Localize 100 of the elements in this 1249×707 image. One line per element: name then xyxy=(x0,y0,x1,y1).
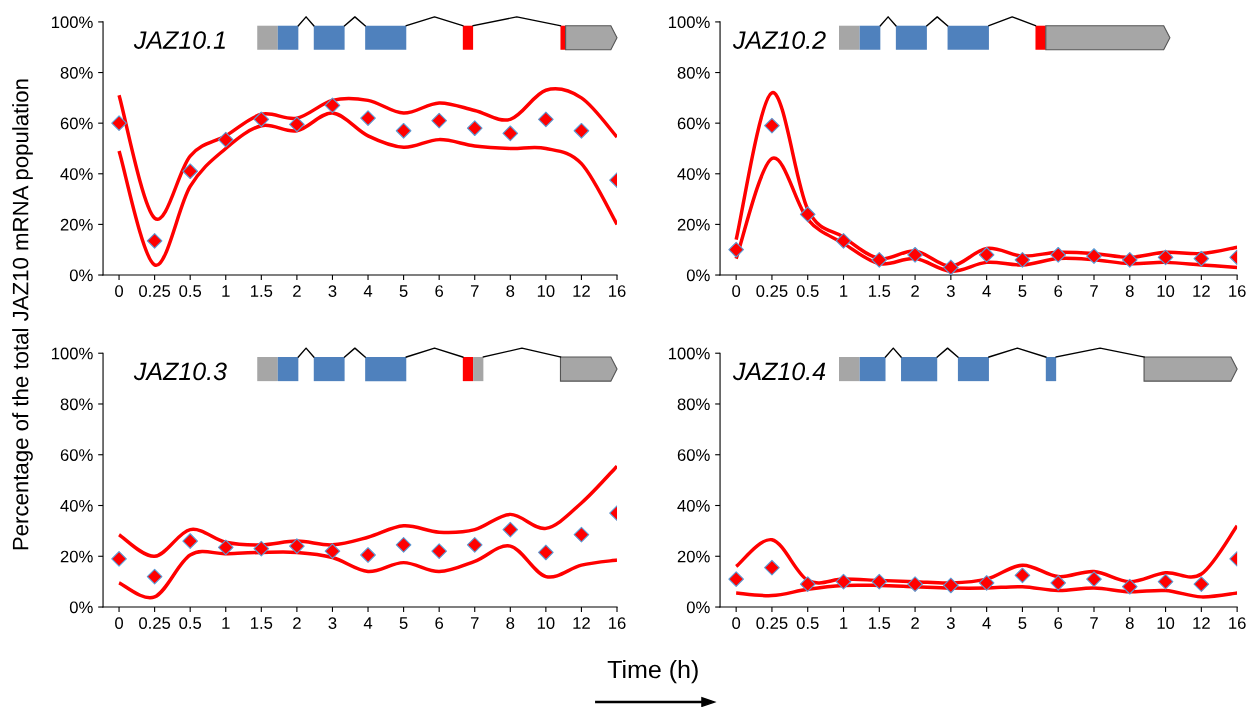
point xyxy=(943,577,959,594)
y-tick-label: 80% xyxy=(677,398,710,411)
point xyxy=(1014,567,1031,584)
x-tick-label: 6 xyxy=(435,617,444,629)
x-tick-label: 4 xyxy=(982,617,991,629)
x-tick-label: 0.5 xyxy=(796,617,819,629)
x-tick-label: 10 xyxy=(537,285,555,297)
point xyxy=(573,526,590,543)
point xyxy=(466,120,483,137)
x-tick-label: 1 xyxy=(840,285,848,297)
point xyxy=(871,573,888,590)
point xyxy=(217,131,234,148)
x-tick-label: 0.5 xyxy=(796,285,819,297)
point xyxy=(871,251,888,268)
x-tick-label: 6 xyxy=(1054,617,1063,629)
x-tick-label: 0.5 xyxy=(179,617,202,629)
x-tick-label: 0.25 xyxy=(139,285,171,297)
point xyxy=(907,576,923,593)
y-tick-label: 60% xyxy=(60,449,93,461)
chart-title: JAZ10.2 xyxy=(732,31,826,49)
point xyxy=(835,233,852,249)
point xyxy=(1193,250,1210,267)
y-tick-label: 100% xyxy=(51,347,93,360)
x-tick-label: 1.5 xyxy=(251,617,273,629)
point xyxy=(395,122,412,139)
x-tick-label: 1.5 xyxy=(868,285,891,297)
y-tick-label: 20% xyxy=(677,550,710,563)
point xyxy=(835,573,852,590)
point xyxy=(146,233,163,249)
point xyxy=(728,571,744,587)
point xyxy=(466,537,483,553)
x-tick-label: 2 xyxy=(911,617,919,629)
point xyxy=(502,521,519,538)
x-tick-label: 3 xyxy=(328,285,337,297)
x-tick-label: 6 xyxy=(1054,285,1063,297)
y-tick-label: 60% xyxy=(60,117,93,130)
point xyxy=(978,575,995,591)
y-tick-label: 20% xyxy=(60,550,93,563)
x-tick-label: 1.5 xyxy=(251,285,273,297)
chart-title: JAZ10.4 xyxy=(732,362,826,381)
point xyxy=(324,97,341,114)
y-tick-label: 20% xyxy=(677,218,710,231)
point xyxy=(1193,576,1210,593)
x-tick-label: 3 xyxy=(946,285,955,297)
point xyxy=(217,539,234,556)
point xyxy=(182,533,199,549)
point xyxy=(253,540,270,557)
x-axis-title: Time (h) xyxy=(607,660,698,684)
x-tick-label: 2 xyxy=(293,617,301,629)
chart-title: JAZ10.1 xyxy=(133,31,225,49)
point xyxy=(395,537,412,553)
point xyxy=(573,122,590,139)
point xyxy=(111,115,127,131)
x-tick-label: 7 xyxy=(1090,285,1098,297)
point xyxy=(799,576,816,593)
x-tick-label: 7 xyxy=(470,285,479,297)
x-tick-label: 4 xyxy=(982,285,991,297)
point xyxy=(1050,575,1067,591)
point xyxy=(1121,251,1138,268)
point xyxy=(1157,249,1174,266)
x-tick-label: 5 xyxy=(399,285,408,297)
point xyxy=(907,246,923,263)
point xyxy=(1086,571,1102,587)
x-tick-label: 16 xyxy=(1229,285,1246,297)
point xyxy=(978,246,995,263)
x-tick-label: 12 xyxy=(573,285,590,297)
y-tick-label: 40% xyxy=(677,499,710,512)
y-tick-label: 0% xyxy=(69,269,93,282)
x-tick-label: 0 xyxy=(115,285,124,297)
x-tick-label: 6 xyxy=(435,285,444,297)
x-tick-label: 16 xyxy=(609,617,626,629)
y-tick-label: 80% xyxy=(60,66,93,79)
x-tick-label: 4 xyxy=(363,285,373,297)
x-tick-label: 4 xyxy=(363,617,373,629)
point xyxy=(253,111,270,128)
y-tick-label: 0% xyxy=(686,601,710,614)
x-tick-label: 12 xyxy=(1193,617,1210,629)
x-tick-label: 2 xyxy=(911,285,919,297)
line-series xyxy=(117,464,618,559)
x-tick-label: 8 xyxy=(1125,617,1134,629)
x-tick-label: 10 xyxy=(1157,285,1175,297)
y-tick-label: 40% xyxy=(677,168,710,180)
x-tick-label: 1.5 xyxy=(868,617,891,629)
x-tick-label: 0 xyxy=(732,285,741,297)
x-tick-label: 5 xyxy=(1018,617,1027,629)
x-tick-label: 3 xyxy=(328,617,337,629)
point xyxy=(111,550,127,567)
chart-title: JAZ10.3 xyxy=(133,362,227,381)
y-axis-title: Percentage of the total JAZ10 mRNA population xyxy=(12,79,33,550)
y-tick-label: 0% xyxy=(69,601,93,614)
x-tick-label: 0.25 xyxy=(756,617,788,629)
x-tick-label: 8 xyxy=(506,617,515,629)
x-tick-label: 0 xyxy=(732,617,741,629)
y-tick-label: 100% xyxy=(668,16,710,29)
point xyxy=(289,116,305,133)
point xyxy=(289,538,305,554)
point xyxy=(431,543,448,560)
y-tick-label: 80% xyxy=(677,66,710,79)
x-tick-label: 8 xyxy=(506,285,515,297)
x-tick-label: 7 xyxy=(470,617,479,629)
